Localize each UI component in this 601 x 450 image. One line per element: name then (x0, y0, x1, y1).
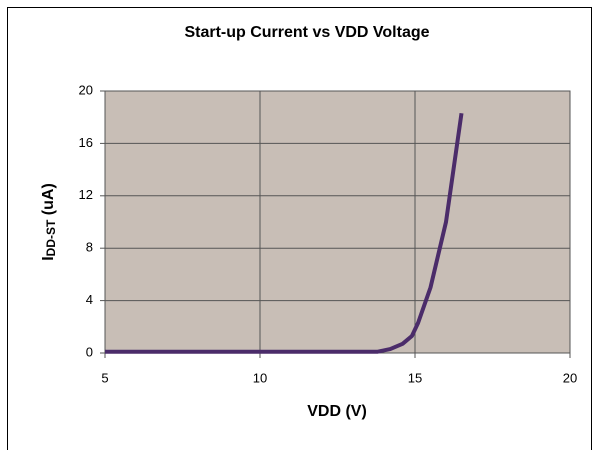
y-tick-label: 4 (86, 292, 93, 307)
y-tick-label: 20 (79, 82, 93, 97)
data-line (105, 112, 464, 354)
y-tick-label: 0 (86, 344, 93, 359)
y-label-unit: (uA) (40, 183, 57, 219)
x-tick-label: 10 (253, 370, 267, 385)
y-tick-label: 8 (86, 240, 93, 255)
y-tick-label: 12 (79, 187, 93, 202)
y-tick-label: 16 (79, 135, 93, 150)
plot-area (104, 90, 571, 354)
y-axis-label: IDD-ST (uA) (40, 183, 58, 261)
y-label-main: I (40, 256, 57, 260)
x-tick-label: 5 (101, 370, 108, 385)
x-tick-label: 15 (408, 370, 422, 385)
chart-title: Start-up Current vs VDD Voltage (184, 24, 429, 41)
y-label-sub: DD-ST (44, 219, 58, 256)
x-axis-label: VDD (V) (307, 403, 367, 420)
x-tick-label: 20 (563, 370, 577, 385)
